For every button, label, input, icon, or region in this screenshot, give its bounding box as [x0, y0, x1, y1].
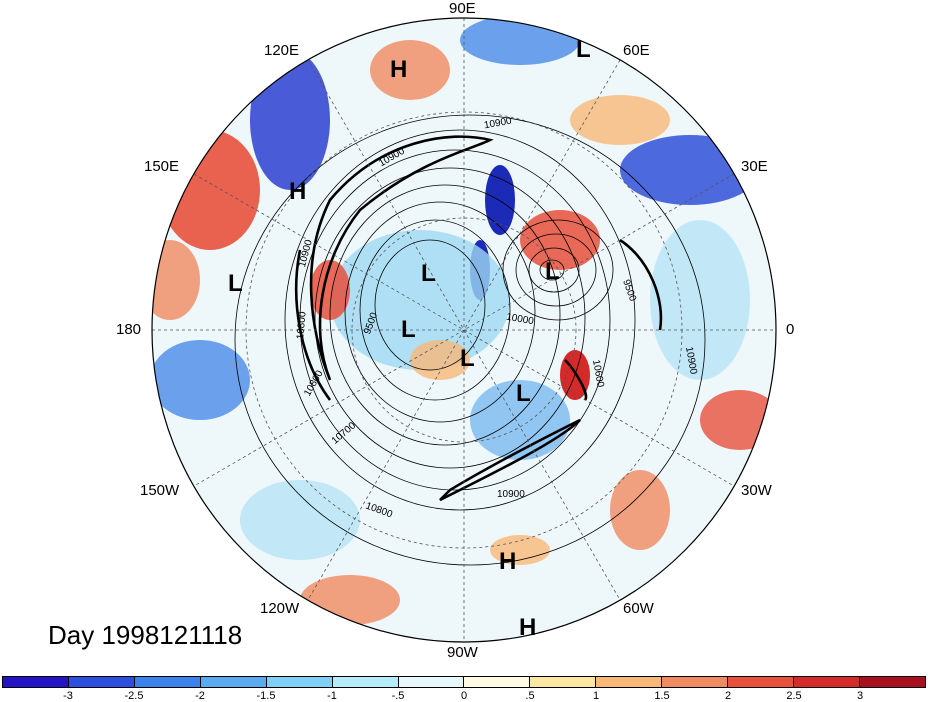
plot-title: Day 1998121118: [48, 620, 243, 650]
lon-label-150e: 150E: [144, 158, 180, 175]
lon-label-60w: 60W: [623, 600, 654, 617]
pressure-center-low: L: [516, 380, 531, 407]
lon-label-120w: 120W: [260, 600, 300, 617]
lon-label-150w: 150W: [140, 482, 180, 499]
colorbar-swatch: [794, 677, 860, 687]
pressure-center-high: H: [390, 56, 408, 83]
lon-label-30e: 30E: [741, 158, 768, 175]
colorbar-tick-label: 2.5: [786, 690, 802, 702]
colorbar-tick-label: 2: [724, 690, 732, 702]
colorbar-swatch: [200, 677, 267, 687]
jet-contours: [294, 135, 663, 502]
lon-label-90w: 90W: [447, 644, 478, 661]
colorbar-tick-label: -1: [327, 690, 337, 702]
lon-label-90e: 90E: [449, 0, 476, 17]
lon-label-0: 0: [786, 321, 795, 338]
lon-label-180: 180: [116, 321, 142, 338]
colorbar-swatch: [464, 677, 531, 687]
colorbar-tick-label: 1.5: [654, 690, 670, 702]
colorbar-swatch: [134, 677, 201, 687]
colorbar-tick-label: 0: [460, 690, 468, 702]
colorbar-swatch: [596, 677, 663, 687]
colorbar-tick-label: -.5: [391, 690, 405, 702]
map-boundary: [151, 17, 777, 643]
colorbar-tick-label: .5: [525, 690, 535, 702]
pressure-center-high: H: [499, 548, 517, 575]
colorbar-swatch: [530, 677, 597, 687]
colorbar-tick-label: -2: [195, 690, 205, 702]
graticule: [152, 18, 776, 642]
pressure-center-high: H: [289, 178, 307, 205]
pressure-center-low: L: [421, 260, 436, 287]
colorbar-swatch: [332, 677, 399, 687]
contour-label: 10900: [497, 489, 525, 500]
lon-label-60e: 60E: [623, 42, 650, 59]
colorbar-swatch: [859, 677, 925, 687]
pressure-center-low: L: [545, 258, 560, 285]
colorbar-swatch: [398, 677, 465, 687]
pressure-center-low: L: [401, 316, 416, 343]
pressure-center-high: H: [519, 614, 537, 641]
colorbar-swatch: [728, 677, 795, 687]
colorbar-swatch: [3, 677, 69, 687]
pressure-center-low: L: [460, 345, 475, 372]
lon-label-120e: 120E: [264, 42, 300, 59]
pressure-center-low: L: [576, 36, 591, 63]
colorbar-tick-label: -2.5: [124, 690, 144, 702]
colorbar-tick-label: 1: [592, 690, 600, 702]
colorbar-swatch: [68, 677, 135, 687]
lon-label-30w: 30W: [741, 482, 772, 499]
colorbar-swatch: [266, 677, 333, 687]
colorbar-tick-label: -3: [63, 690, 73, 702]
height-contours: [234, 114, 706, 566]
colorbar: [2, 676, 926, 688]
colorbar-swatch: [662, 677, 729, 687]
colorbar-tick-label: -1.5: [256, 690, 276, 702]
colorbar-tick-label: 3: [856, 690, 864, 702]
pressure-center-low: L: [228, 270, 243, 297]
